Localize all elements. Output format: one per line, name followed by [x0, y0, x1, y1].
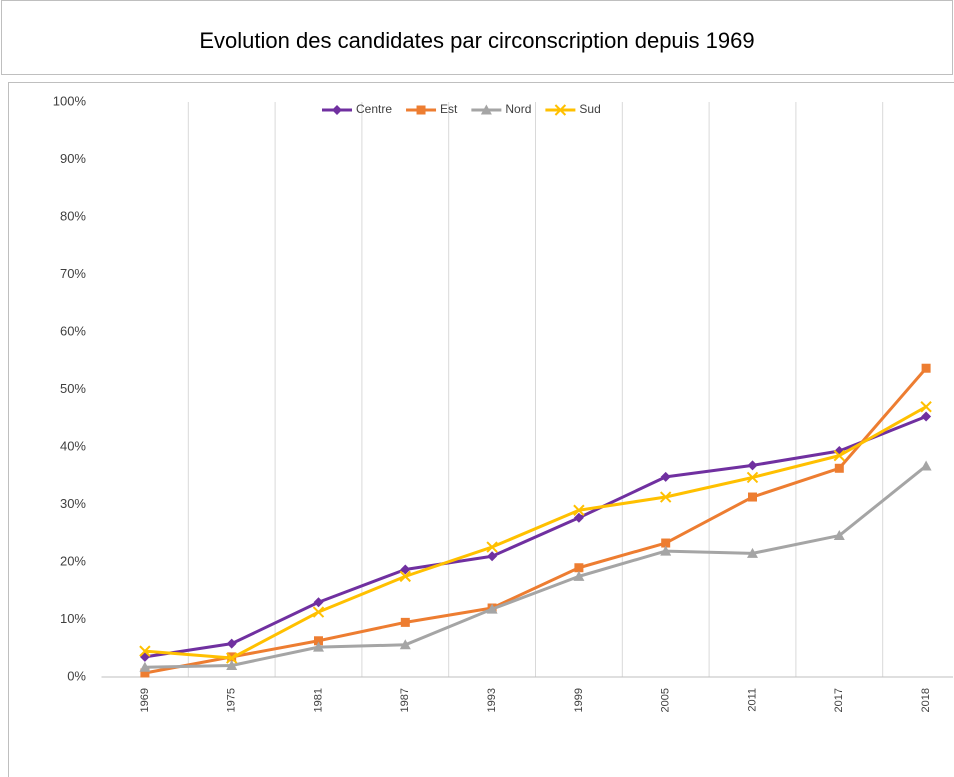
marker [400, 564, 411, 575]
marker [574, 563, 584, 573]
y-tick-label: 20% [60, 553, 86, 568]
marker [748, 492, 757, 502]
marker [833, 449, 846, 462]
x-tick-label: 2018 [920, 688, 932, 712]
marker [661, 538, 671, 548]
marker [659, 491, 672, 503]
marker [486, 541, 498, 553]
x-tick-label: 2017 [833, 688, 845, 712]
marker [573, 504, 585, 516]
marker [554, 104, 567, 116]
marker [920, 460, 932, 471]
marker [399, 639, 411, 650]
marker [399, 570, 412, 583]
marker [313, 597, 324, 608]
series-line [144, 405, 927, 660]
y-tick-label: 70% [60, 266, 86, 281]
marker [400, 617, 410, 627]
marker [834, 463, 844, 473]
chart-title: Evolution des candidates par circonscrip… [199, 28, 754, 53]
y-tick-label: 10% [60, 611, 86, 626]
marker [573, 512, 584, 523]
x-tick-label: 2005 [660, 688, 672, 712]
marker [314, 636, 323, 646]
marker [833, 530, 845, 541]
y-tick-label: 0% [67, 668, 86, 683]
x-tick-label: 1999 [573, 688, 585, 712]
marker [660, 471, 671, 482]
plot: 0% 10% 20% 30% 40% 50% 60% 70% 80% 90% 100% 1969 197… [53, 93, 953, 712]
chart-box [8, 82, 954, 777]
x-tick-label: 1975 [226, 688, 238, 712]
y-tick-label: 100% [53, 93, 87, 108]
y-tick-label: 50% [60, 381, 86, 396]
y-tick-label: 40% [60, 438, 86, 453]
legend-label: Centre [356, 102, 392, 116]
marker [312, 606, 325, 618]
marker [139, 661, 151, 672]
marker [480, 104, 492, 115]
marker [140, 668, 150, 678]
series-line [144, 464, 928, 669]
y-tick-label: 60% [60, 323, 86, 338]
x-tick-label: 2011 [746, 688, 758, 712]
marker [660, 545, 672, 556]
marker [226, 638, 237, 649]
marker [313, 641, 324, 652]
legend-label: Sud [579, 102, 600, 116]
marker [920, 401, 932, 413]
marker [487, 551, 498, 562]
title-box [1, 0, 953, 75]
marker [747, 460, 758, 471]
x-tick-label: 1993 [486, 688, 498, 712]
marker [747, 547, 758, 558]
series-line [144, 415, 927, 659]
y-tick-label: 30% [60, 496, 86, 511]
y-tick-label: 90% [60, 151, 86, 166]
marker [225, 652, 238, 664]
marker [416, 105, 426, 115]
x-tick-label: 1987 [399, 688, 411, 712]
marker [332, 105, 342, 115]
marker [139, 645, 151, 657]
marker [573, 570, 585, 581]
x-tick-label: 1981 [312, 688, 324, 712]
marker [746, 471, 759, 484]
marker [486, 603, 498, 614]
series-line [144, 367, 928, 675]
marker [921, 411, 932, 422]
marker [226, 660, 238, 670]
legend-label: Nord [505, 102, 531, 116]
marker [921, 363, 931, 373]
y-tick-label: 80% [60, 208, 86, 223]
legend-label: Est [440, 102, 458, 116]
x-tick-label: 1969 [139, 688, 151, 712]
